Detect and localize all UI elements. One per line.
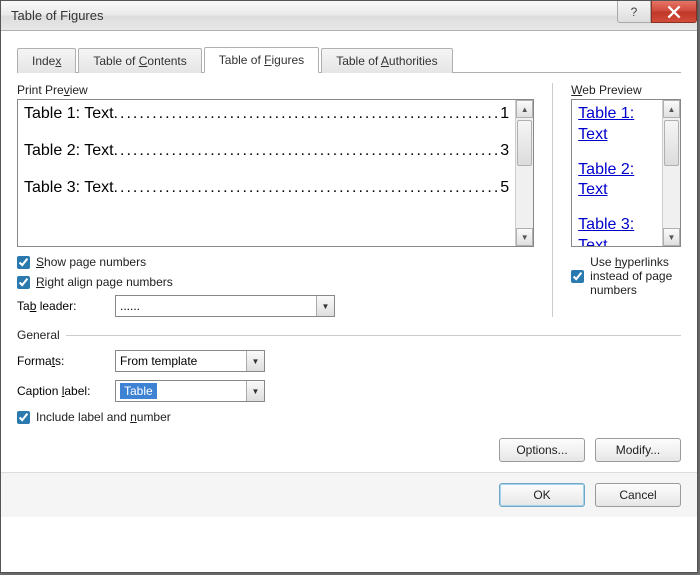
web-preview-link[interactable]: Table 1: Text [578, 105, 634, 143]
right-align-label: Right align page numbers [36, 275, 173, 289]
preview-row: Print Preview Table 1: Text.............… [17, 83, 681, 317]
scrollbar[interactable]: ▲ ▼ [515, 100, 533, 246]
print-preview-column: Print Preview Table 1: Text.............… [17, 83, 553, 317]
web-preview-header: Web Preview [571, 83, 681, 97]
titlebar-buttons: ? [617, 1, 697, 30]
close-button[interactable] [651, 1, 697, 23]
print-preview-item: Table 3: Text...........................… [24, 178, 509, 199]
general-group: General Formats: From template ▼ Caption… [17, 335, 681, 462]
ok-button[interactable]: OK [499, 483, 585, 507]
show-page-numbers-checkbox[interactable]: Show page numbers [17, 255, 534, 269]
window-title: Table of Figures [11, 8, 104, 23]
cancel-button[interactable]: Cancel [595, 483, 681, 507]
scrollbar[interactable]: ▲ ▼ [662, 100, 680, 246]
dialog-footer: OK Cancel [1, 472, 697, 517]
scroll-track[interactable] [516, 118, 533, 228]
print-preview-item: Table 2: Text...........................… [24, 141, 509, 162]
include-label-input[interactable] [17, 411, 30, 424]
dialog-content: Index Table of Contents Table of Figures… [1, 31, 697, 472]
formats-value: From template [120, 354, 197, 368]
web-preview-column: Web Preview Table 1: Text Table 2: Text Ta… [571, 83, 681, 317]
use-hyperlinks-input[interactable] [571, 270, 584, 283]
show-page-numbers-input[interactable] [17, 256, 30, 269]
print-preview-item: Table 1: Text...........................… [24, 104, 509, 125]
tab-tof[interactable]: Table of Figures [204, 47, 319, 73]
use-hyperlinks-label: Use hyperlinks instead of page numbers [590, 255, 681, 297]
web-preview-item: Table 2: Text [578, 160, 656, 202]
print-options: Show page numbers Right align page numbe… [17, 255, 534, 317]
web-preview-box: Table 1: TextTable 2: TextTable 3: TextT… [571, 99, 681, 247]
cancel-button-label: Cancel [619, 488, 656, 502]
inner-button-row: Options... Modify... [17, 438, 681, 462]
dialog-window: Table of Figures ? Index Table of Conten… [0, 0, 698, 573]
chevron-down-icon: ▼ [246, 351, 264, 371]
ok-button-label: OK [533, 488, 550, 502]
print-preview-box: Table 1: Text...........................… [17, 99, 534, 247]
help-icon: ? [631, 5, 638, 19]
web-preview-item: Table 3: Text [578, 215, 656, 246]
titlebar: Table of Figures ? [1, 1, 697, 31]
tab-strip: Index Table of Contents Table of Figures… [17, 47, 681, 73]
web-preview-link[interactable]: Table 3: Text [578, 216, 634, 246]
web-preview-link[interactable]: Table 2: Text [578, 161, 634, 199]
caption-label-label: Caption label: [17, 384, 107, 398]
print-preview-header: Print Preview [17, 83, 534, 97]
scroll-down-icon[interactable]: ▼ [663, 228, 680, 246]
tab-leader-row: Tab leader: ...... ▼ [17, 295, 534, 317]
caption-label-combo[interactable]: Table ▼ [115, 380, 265, 402]
help-button[interactable]: ? [617, 1, 651, 23]
formats-combo[interactable]: From template ▼ [115, 350, 265, 372]
close-icon [667, 5, 681, 19]
tab-leader-value: ...... [120, 299, 140, 313]
tab-leader-combo[interactable]: ...... ▼ [115, 295, 335, 317]
options-button-label: Options... [516, 443, 567, 457]
caption-label-row: Caption label: Table ▼ [17, 380, 681, 402]
scroll-up-icon[interactable]: ▲ [663, 100, 680, 118]
caption-label-value: Table [120, 383, 157, 399]
chevron-down-icon: ▼ [246, 381, 264, 401]
right-align-input[interactable] [17, 276, 30, 289]
chevron-down-icon: ▼ [316, 296, 334, 316]
formats-row: Formats: From template ▼ [17, 350, 681, 372]
include-label-text: Include label and number [36, 410, 171, 424]
modify-button[interactable]: Modify... [595, 438, 681, 462]
options-button[interactable]: Options... [499, 438, 585, 462]
web-preview-item: Table 1: Text [578, 104, 656, 146]
modify-button-label: Modify... [616, 443, 660, 457]
tab-toc[interactable]: Table of Contents [78, 48, 201, 73]
show-page-numbers-label: Show page numbers [36, 255, 146, 269]
scroll-down-icon[interactable]: ▼ [516, 228, 533, 246]
scroll-track[interactable] [663, 118, 680, 228]
print-preview-content: Table 1: Text...........................… [18, 100, 515, 246]
use-hyperlinks-checkbox[interactable]: Use hyperlinks instead of page numbers [571, 255, 681, 297]
tab-toa[interactable]: Table of Authorities [321, 48, 452, 73]
web-options: Use hyperlinks instead of page numbers [571, 255, 681, 303]
right-align-checkbox[interactable]: Right align page numbers [17, 275, 534, 289]
tab-leader-label: Tab leader: [17, 299, 107, 313]
scroll-thumb[interactable] [664, 120, 679, 166]
general-group-label: General [17, 328, 66, 342]
web-preview-content: Table 1: TextTable 2: TextTable 3: TextT… [572, 100, 662, 246]
scroll-up-icon[interactable]: ▲ [516, 100, 533, 118]
formats-label: Formats: [17, 354, 107, 368]
scroll-thumb[interactable] [517, 120, 532, 166]
tab-index[interactable]: Index [17, 48, 76, 73]
include-label-checkbox[interactable]: Include label and number [17, 410, 681, 424]
